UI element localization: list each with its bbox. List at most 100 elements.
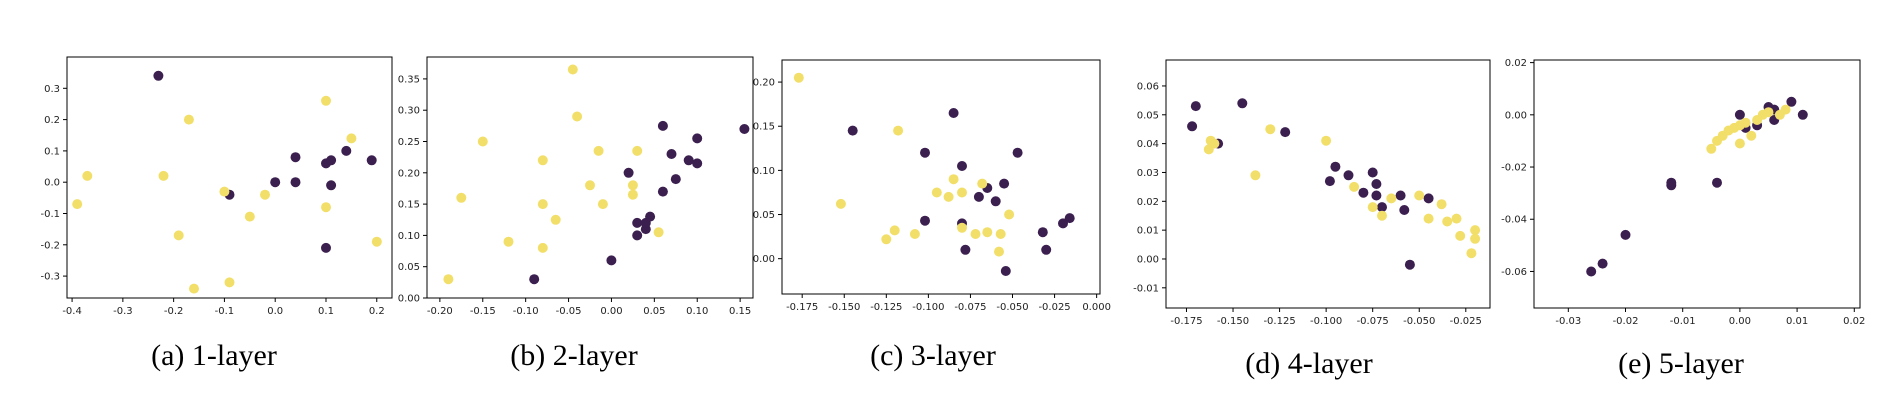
point-3-layer-class_a-15 [1058, 218, 1068, 229]
y-tick-label-2-layer-3: 0.15 [398, 200, 420, 211]
y-tick-label-3-layer-3: 0.15 [753, 122, 775, 133]
point-2-layer-class_b-12 [597, 199, 608, 210]
point-3-layer-class_b-16 [1004, 209, 1015, 220]
y-tick-label-3-layer-1: 0.05 [753, 210, 775, 221]
point-3-layer-class_b-11 [970, 229, 981, 239]
point-4-layer-class_a-7 [1343, 170, 1354, 181]
point-3-layer-class_a-14 [1041, 244, 1052, 255]
point-2-layer-class_a-10 [666, 149, 677, 159]
point-1-layer-class_a-9 [366, 155, 377, 166]
point-2-layer-class_b-11 [593, 145, 604, 156]
point-4-layer-class_a-10 [1371, 179, 1382, 189]
point-1-layer-class_a-6 [326, 155, 337, 166]
x-tick-label-5-layer-5: 0.02 [1843, 316, 1865, 327]
point-2-layer-class_b-6 [537, 242, 548, 253]
x-tick-label-5-layer-1: -0.02 [1613, 316, 1639, 327]
point-5-layer-class_a-2 [1620, 229, 1631, 240]
y-tick-label-4-layer-3: 0.02 [1137, 197, 1159, 208]
point-3-layer-class_b-1 [835, 198, 846, 209]
point-3-layer-class_a-0 [847, 125, 858, 136]
point-1-layer-class_b-12 [346, 133, 357, 144]
point-3-layer-class_a-2 [920, 215, 930, 226]
x-tick-label-4-layer-2: -0.125 [1263, 316, 1295, 327]
point-2-layer-class_a-0 [529, 274, 540, 285]
x-tick-label-1-layer-2: -0.2 [164, 306, 184, 317]
point-3-layer-class_b-2 [881, 234, 892, 245]
point-4-layer-class_b-2 [1209, 138, 1220, 149]
panel-4-layer: (d) 4-layer -0.175 -0.150 -0.125 -0.100 -0.0… [1133, 59, 1491, 380]
y-tick-label-2-layer-6: 0.30 [398, 106, 420, 117]
x-tick-label-3-layer-7: 0.000 [1082, 302, 1111, 313]
y-tick-label-4-layer-0: -0.01 [1133, 283, 1159, 294]
x-tick-label-2-layer-6: 0.10 [686, 306, 708, 317]
point-4-layer-class_b-12 [1436, 199, 1447, 210]
point-1-layer-class_b-0 [72, 199, 83, 210]
point-3-layer-class_b-0 [793, 72, 804, 83]
x-tick-label-5-layer-3: 0.00 [1729, 316, 1751, 327]
x-tick-label-1-layer-1: -0.3 [113, 306, 133, 317]
y-tick-label-1-layer-4: 0.1 [44, 146, 60, 157]
point-1-layer-class_b-2 [158, 170, 169, 181]
x-tick-label-4-layer-4: -0.075 [1357, 316, 1389, 327]
x-tick-label-4-layer-0: -0.175 [1170, 316, 1202, 327]
point-2-layer-class_b-0 [443, 274, 454, 285]
point-3-layer-class_b-14 [994, 246, 1004, 257]
point-4-layer-class_b-17 [1470, 225, 1481, 236]
panel-1-layer: (a) 1-layer -0.4 -0.3 -0.2 -0.1 0.0 0.1 0.2 -0.… [40, 56, 393, 372]
point-2-layer-class_a-2 [623, 167, 634, 178]
point-2-layer-class_a-12 [683, 155, 694, 166]
plot-frame-1-layer [66, 56, 393, 299]
point-4-layer-class_a-9 [1367, 167, 1378, 178]
x-tick-label-4-layer-1: -0.150 [1217, 316, 1249, 327]
caption-5-layer: (e) 5-layer [1618, 347, 1744, 380]
point-2-layer-class_a-14 [692, 133, 703, 144]
point-3-layer-class_b-7 [943, 191, 954, 202]
x-tick-label-3-layer-4: -0.075 [954, 302, 986, 313]
point-1-layer-class_b-10 [321, 95, 331, 106]
x-tick-label-3-layer-0: -0.175 [786, 302, 818, 313]
y-tick-label-5-layer-2: -0.02 [1501, 163, 1527, 174]
point-5-layer-class_a-1 [1597, 258, 1608, 269]
x-tick-label-5-layer-2: -0.01 [1670, 316, 1696, 327]
point-1-layer-class_b-13 [371, 236, 382, 247]
point-4-layer-class_a-14 [1399, 205, 1410, 215]
point-2-layer-class_a-7 [645, 211, 656, 222]
plot-frame-2-layer [426, 56, 754, 299]
point-5-layer-class_b-7 [1740, 117, 1751, 128]
point-4-layer-class_b-16 [1466, 248, 1477, 259]
x-tick-label-2-layer-2: -0.10 [513, 306, 539, 317]
caption-2-layer: (b) 2-layer [510, 339, 637, 372]
x-tick-label-4-layer-5: -0.050 [1403, 316, 1435, 327]
point-5-layer-class_b-6 [1734, 138, 1745, 149]
x-tick-label-2-layer-0: -0.20 [427, 306, 453, 317]
y-tick-label-4-layer-7: 0.06 [1137, 81, 1159, 92]
point-3-layer-class_a-1 [920, 147, 930, 158]
point-1-layer-class_b-9 [260, 189, 270, 200]
point-3-layer-class_a-6 [960, 244, 971, 255]
point-2-layer-class_a-3 [632, 230, 643, 241]
point-4-layer-class_a-1 [1190, 101, 1201, 112]
y-tick-label-1-layer-1: -0.2 [40, 240, 60, 251]
point-1-layer-class_a-2 [270, 177, 281, 188]
point-4-layer-class_b-9 [1386, 193, 1397, 204]
y-tick-label-3-layer-2: 0.10 [753, 166, 775, 177]
point-4-layer-class_a-0 [1187, 121, 1198, 132]
y-tick-label-1-layer-0: -0.3 [40, 272, 60, 283]
point-1-layer-class_b-5 [189, 283, 199, 294]
y-tick-label-5-layer-4: 0.02 [1505, 58, 1527, 69]
point-2-layer-class_a-4 [632, 217, 643, 228]
point-3-layer-class_b-8 [948, 174, 959, 185]
point-2-layer-class_a-11 [670, 174, 681, 185]
point-1-layer-class_a-10 [321, 242, 331, 253]
x-tick-label-3-layer-2: -0.125 [870, 302, 902, 313]
x-tick-label-1-layer-6: 0.2 [369, 306, 385, 317]
y-tick-label-4-layer-5: 0.04 [1137, 139, 1159, 150]
point-4-layer-class_a-6 [1330, 161, 1341, 172]
point-5-layer-class_a-6 [1734, 109, 1745, 120]
y-tick-label-1-layer-3: 0.0 [44, 178, 60, 189]
point-3-layer-class_b-3 [889, 225, 900, 236]
point-5-layer-class_a-0 [1586, 266, 1597, 277]
point-3-layer-class_a-16 [1064, 213, 1075, 224]
x-tick-label-4-layer-3: -0.100 [1310, 316, 1342, 327]
point-3-layer-class_a-3 [948, 108, 959, 118]
